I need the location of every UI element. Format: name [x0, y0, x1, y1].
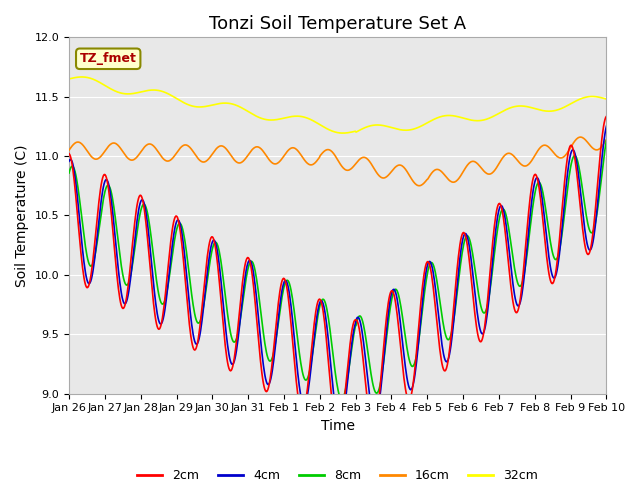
- X-axis label: Time: Time: [321, 419, 355, 433]
- Legend: 2cm, 4cm, 8cm, 16cm, 32cm: 2cm, 4cm, 8cm, 16cm, 32cm: [132, 464, 543, 480]
- Text: TZ_fmet: TZ_fmet: [80, 52, 137, 65]
- Y-axis label: Soil Temperature (C): Soil Temperature (C): [15, 144, 29, 287]
- Title: Tonzi Soil Temperature Set A: Tonzi Soil Temperature Set A: [209, 15, 467, 33]
